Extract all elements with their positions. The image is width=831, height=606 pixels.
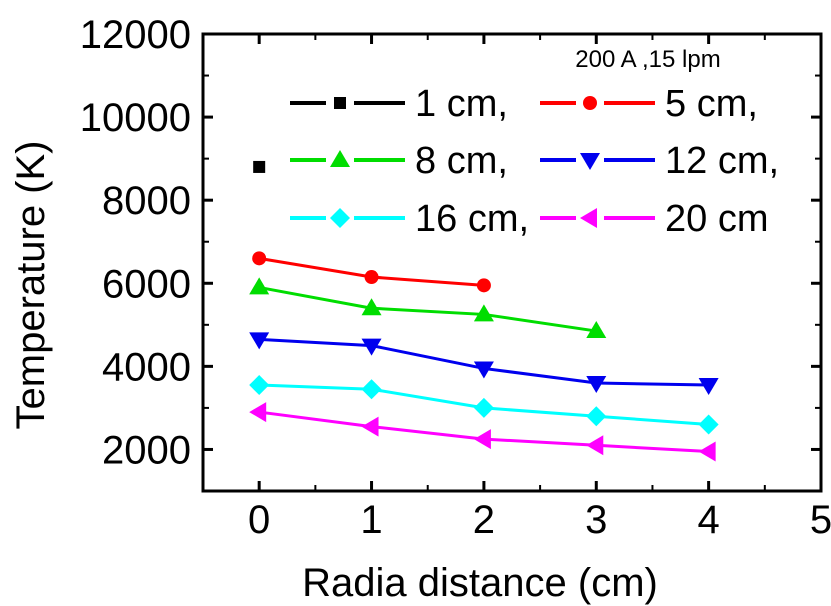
series-4 xyxy=(249,375,719,435)
legend-label: 1 cm, xyxy=(415,83,508,125)
legend-label: 20 cm xyxy=(665,198,768,240)
series-3 xyxy=(249,332,719,396)
data-point xyxy=(361,416,379,437)
y-tick-label: 8000 xyxy=(102,179,191,223)
plot-border xyxy=(201,32,823,493)
legend-label: 8 cm, xyxy=(415,140,508,182)
data-point xyxy=(249,402,267,423)
x-tick-label: 4 xyxy=(698,498,720,542)
y-tick-label: 12000 xyxy=(80,13,191,57)
y-tick-label: 6000 xyxy=(102,262,191,306)
legend-entry: 16 cm, xyxy=(290,198,529,240)
x-tick-label: 0 xyxy=(248,498,270,542)
data-point xyxy=(249,277,270,295)
data-point xyxy=(586,435,604,456)
y-axis: 2000 4000 6000 8000 10000 12000 xyxy=(80,13,821,492)
legend-title: 200 A ,15 lpm xyxy=(575,46,720,73)
data-point xyxy=(473,397,494,418)
data-point xyxy=(249,375,270,396)
legend-marker xyxy=(334,97,346,109)
legend-marker xyxy=(580,153,600,170)
data-point xyxy=(361,338,382,356)
data-point xyxy=(586,321,607,339)
y-tick-label: 2000 xyxy=(102,428,191,472)
series-line xyxy=(258,410,709,454)
data-point xyxy=(361,379,382,400)
data-point xyxy=(473,304,494,322)
x-axis-title: Radia distance (cm) xyxy=(302,561,658,605)
data-point xyxy=(476,278,491,293)
data-point xyxy=(473,361,494,379)
data-point xyxy=(364,270,379,285)
legend-entry: 12 cm, xyxy=(540,140,779,182)
legend-marker xyxy=(330,150,350,167)
data-point xyxy=(698,414,719,435)
legend-label: 5 cm, xyxy=(665,83,758,125)
legend-label: 12 cm, xyxy=(665,140,779,182)
data-point xyxy=(586,406,607,427)
data-point xyxy=(473,429,491,450)
stray-marker xyxy=(253,160,266,173)
plot-frame xyxy=(201,32,823,493)
data-point xyxy=(698,441,716,462)
legend-marker xyxy=(583,96,597,110)
x-tick-label: 1 xyxy=(360,498,382,542)
legend-entry: 8 cm, xyxy=(290,140,508,182)
y-tick-label: 10000 xyxy=(80,96,191,140)
series-2 xyxy=(249,277,607,339)
x-tick-label: 2 xyxy=(473,498,495,542)
series-layer xyxy=(249,251,719,462)
legend: 1 cm, 5 cm, 8 cm, 12 cm, 16 cm, 20 cm xyxy=(290,83,779,240)
data-point xyxy=(249,332,270,350)
x-axis: 0 1 2 3 4 5 xyxy=(202,34,831,542)
y-tick-label: 4000 xyxy=(102,345,191,389)
legend-label: 16 cm, xyxy=(415,198,529,240)
x-tick-label: 5 xyxy=(810,498,831,542)
legend-marker xyxy=(580,208,597,228)
x-tick-label: 3 xyxy=(585,498,607,542)
legend-entry: 5 cm, xyxy=(540,83,758,125)
legend-marker xyxy=(330,208,350,228)
series-5 xyxy=(249,402,716,462)
stray-marker-layer xyxy=(253,160,266,173)
y-axis-title: Temperature (K) xyxy=(9,141,53,430)
data-point xyxy=(586,375,607,393)
legend-entry: 20 cm xyxy=(540,198,768,240)
series-1 xyxy=(252,251,491,293)
data-point xyxy=(361,298,382,316)
legend-entry: 1 cm, xyxy=(290,83,508,125)
series-line xyxy=(258,285,597,333)
data-point xyxy=(698,378,719,396)
data-point xyxy=(252,251,267,266)
